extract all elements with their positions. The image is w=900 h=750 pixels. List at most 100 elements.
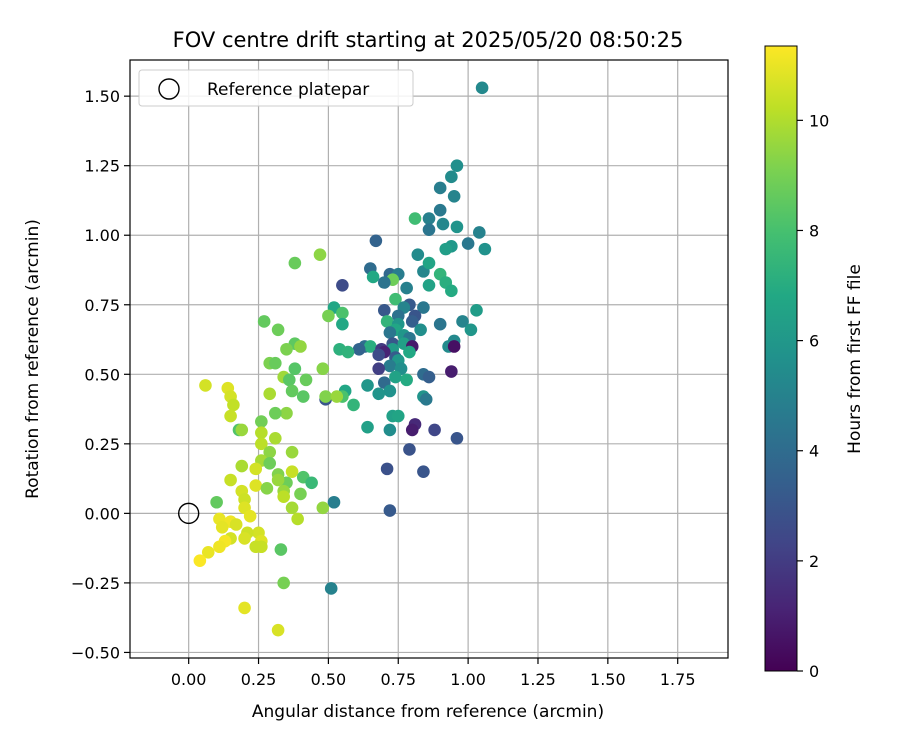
scatter-point (372, 348, 386, 362)
scatter-point (336, 306, 349, 320)
scatter-point (347, 398, 360, 412)
scatter-point (316, 501, 330, 515)
scatter-point (400, 281, 413, 295)
y-axis-ticks: −0.50 −0.25 0.00 0.25 0.50 0.75 1.00 1.25 1.50 (71, 87, 130, 662)
scatter-point (235, 459, 249, 473)
scatter-point (450, 431, 464, 445)
scatter-point (288, 362, 302, 376)
scatter-point (380, 462, 394, 476)
scatter-point (414, 323, 427, 337)
scatter-point (257, 315, 271, 328)
scatter-point (445, 284, 458, 298)
scatter-point (294, 340, 307, 353)
scatter-point (366, 270, 380, 284)
scatter-point (383, 423, 397, 437)
scatter-point (285, 465, 299, 478)
scatter-point (433, 203, 447, 217)
plot-area-frame (129, 59, 729, 659)
scatter-point (478, 242, 492, 256)
y-tick-label: 1.25 (84, 157, 120, 176)
scatter-point (227, 398, 240, 412)
colorbar-tick-label: 8 (809, 221, 819, 240)
scatter-point (299, 373, 313, 387)
scatter-point (282, 373, 296, 387)
colorbar-tick-label: 4 (809, 442, 819, 461)
colorbar-tick-label: 2 (809, 552, 819, 571)
scatter-point (428, 423, 441, 437)
scatter-point (336, 278, 349, 292)
x-tick-label: 1.00 (450, 670, 486, 689)
y-tick-label: −0.25 (71, 574, 120, 593)
scatter-point (235, 423, 249, 437)
scatter-points (193, 81, 492, 637)
x-tick-label: 1.50 (590, 670, 626, 689)
y-tick-label: 0.50 (84, 365, 120, 384)
scatter-point (193, 554, 207, 567)
scatter-point (422, 212, 436, 225)
scatter-point (238, 601, 251, 615)
scatter-point (263, 445, 277, 459)
scatter-point (201, 546, 215, 559)
scatter-point (271, 323, 285, 337)
scatter-point (417, 465, 430, 478)
scatter-point (199, 379, 212, 392)
grid (130, 60, 728, 658)
scatter-point (271, 623, 285, 637)
scatter-point (352, 342, 366, 356)
scatter-point (319, 390, 332, 403)
scatter-point (288, 256, 302, 270)
scatter-point (294, 487, 307, 501)
scatter-point (229, 518, 243, 531)
scatter-point (249, 479, 263, 492)
scatter-point (464, 323, 478, 337)
y-tick-label: −0.50 (71, 643, 120, 662)
scatter-point (327, 495, 341, 509)
scatter-point (285, 501, 299, 515)
x-axis-label: Angular distance from reference (arcmin) (252, 702, 604, 722)
scatter-point (377, 304, 391, 317)
scatter-point (422, 278, 436, 292)
scatter-point (238, 532, 251, 545)
colorbar (764, 45, 798, 672)
scatter-point (341, 345, 355, 359)
scatter-point (389, 370, 402, 384)
x-tick-label: 0.50 (311, 670, 347, 689)
legend-box (138, 69, 414, 107)
scatter-point (296, 390, 310, 403)
scatter-point (263, 457, 277, 470)
scatter-point (361, 379, 374, 392)
colorbar-ticks: 0 2 4 6 8 10 (797, 111, 829, 681)
scatter-point (447, 189, 461, 203)
scatter-point (450, 220, 464, 234)
y-tick-label: 1.00 (84, 226, 120, 245)
scatter-point (224, 473, 237, 487)
scatter-point (255, 540, 268, 554)
scatter-point (411, 248, 425, 261)
scatter-point (285, 445, 299, 459)
scatter-point (364, 340, 377, 353)
y-tick-label: 0.75 (84, 296, 120, 315)
y-tick-label: 1.50 (84, 87, 120, 106)
scatter-point (260, 482, 274, 495)
scatter-point (263, 387, 277, 401)
scatter-point (369, 234, 383, 248)
scatter-point (475, 81, 489, 95)
scatter-point (436, 217, 450, 231)
scatter-point (403, 345, 416, 359)
x-tick-label: 0.25 (241, 670, 277, 689)
x-axis-ticks: 0.00 0.25 0.50 0.75 1.00 1.25 1.50 1.75 (171, 658, 696, 689)
scatter-point (271, 473, 285, 487)
scatter-point (224, 409, 237, 423)
scatter-point (417, 301, 430, 314)
scatter-point (285, 384, 299, 398)
x-tick-label: 0.75 (380, 670, 416, 689)
scatter-point (280, 406, 293, 420)
scatter-point (403, 443, 416, 456)
scatter-point (255, 415, 268, 428)
scatter-point (422, 370, 436, 384)
scatter-point (269, 431, 282, 445)
y-tick-label: 0.00 (84, 504, 120, 523)
scatter-point (405, 315, 419, 328)
scatter-point (472, 226, 486, 239)
